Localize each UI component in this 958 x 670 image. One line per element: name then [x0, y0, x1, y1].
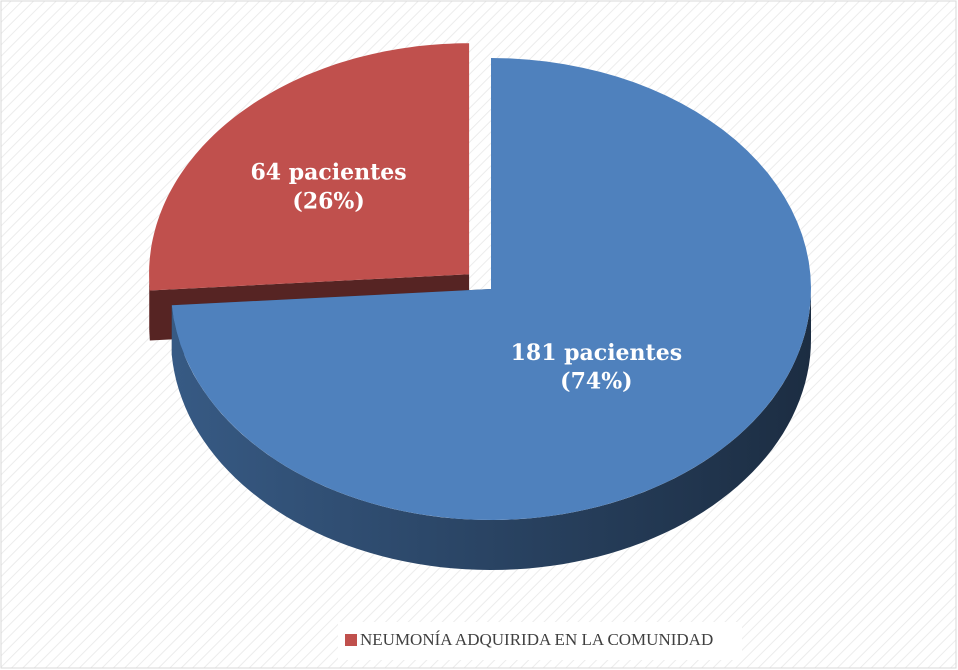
data-label-line: (26%) [292, 188, 364, 214]
legend-label: NEUMONÍA ADQUIRIDA EN LA COMUNIDAD [360, 630, 713, 649]
pie-slice [171, 58, 812, 520]
slice-wall [149, 274, 150, 341]
legend-box [338, 622, 742, 660]
data-label: 64 pacientes (26%) [250, 160, 406, 215]
pie-slice [149, 43, 470, 291]
legend-swatch [345, 634, 357, 646]
slice-wall [171, 289, 812, 570]
data-label-line: 64 pacientes [250, 160, 406, 186]
data-label-line: (74%) [560, 368, 632, 394]
data-label-line: 181 pacientes [511, 340, 683, 366]
data-label: 181 pacientes (74%) [511, 340, 683, 395]
